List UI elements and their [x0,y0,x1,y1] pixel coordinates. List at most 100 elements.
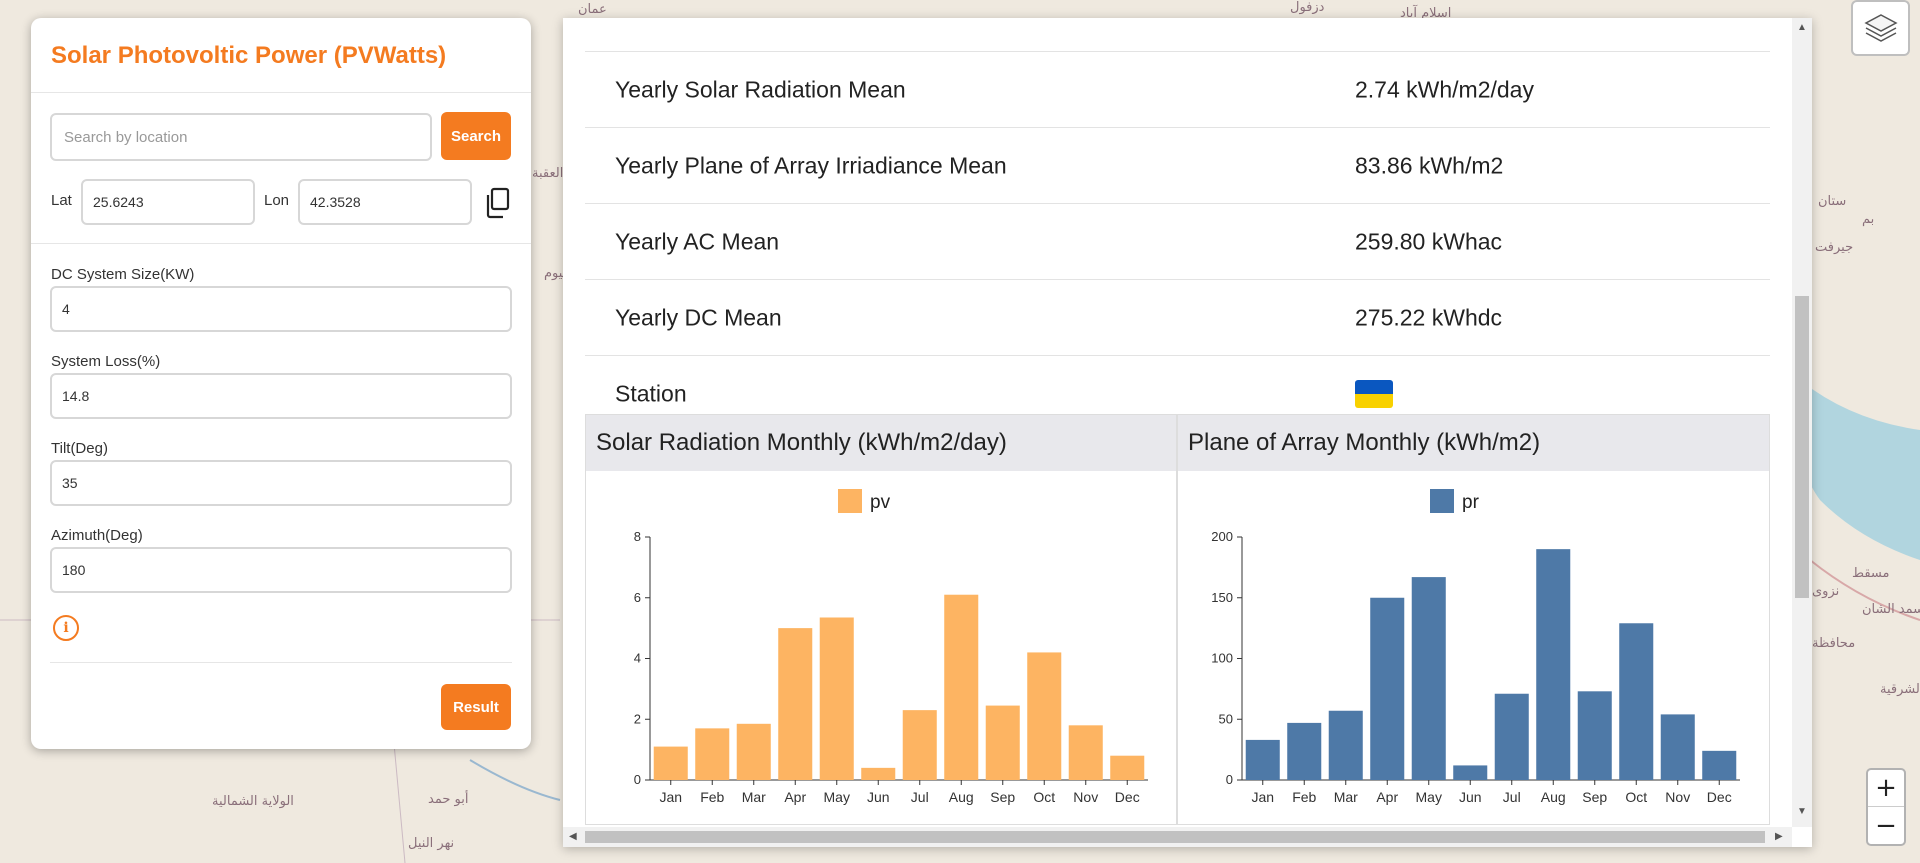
table-row [585,18,1770,52]
row-label: Yearly DC Mean [615,304,782,330]
search-button[interactable]: Search [441,112,511,160]
system-loss-label: System Loss(%) [51,353,161,370]
x-tick-label: Jan [659,789,682,805]
search-input[interactable] [50,113,432,161]
legend-label: pr [1462,492,1480,513]
scrollbar-thumb[interactable] [1795,296,1809,598]
y-tick-label: 4 [634,651,641,666]
table-row: Yearly AC Mean 259.80 kWhac [585,204,1770,280]
zoom-in-button[interactable]: + [1868,770,1904,807]
y-tick-label: 150 [1211,590,1233,605]
bar [1619,623,1654,780]
legend-swatch [838,489,862,513]
info-icon[interactable]: i [53,615,79,641]
bar [736,723,771,780]
x-tick-label: Nov [1665,789,1690,805]
x-tick-label: Aug [1541,789,1566,805]
x-tick-label: May [1416,789,1442,805]
map-place-label: الشرقية [1880,682,1920,697]
dc-size-label: DC System Size(KW) [51,266,195,283]
station-row: Station [585,356,1770,432]
x-tick-label: Oct [1625,789,1647,805]
x-tick-label: Oct [1033,789,1055,805]
bar [1577,691,1612,780]
chart-title: Solar Radiation Monthly (kWh/m2/day) [596,429,1007,456]
bar [1287,722,1322,780]
x-tick-label: Aug [949,789,974,805]
chart-title: Plane of Array Monthly (kWh/m2) [1188,429,1541,456]
row-value: 83.86 kWh/m2 [1355,152,1504,178]
bar [1660,714,1695,780]
bar [653,746,688,780]
result-button[interactable]: Result [441,684,511,730]
divider [50,662,512,663]
zoom-out-button[interactable]: − [1875,810,1897,841]
map-place-label: محافظة [1812,636,1856,651]
bar [1702,750,1737,780]
y-tick-label: 0 [634,772,641,787]
x-tick-label: Dec [1707,789,1732,805]
legend-swatch [1430,489,1454,513]
x-tick-label: Apr [1376,789,1398,805]
scroll-up-icon[interactable]: ▲ [1797,22,1807,33]
pvwatts-panel: Solar Photovoltic Power (PVWatts) Search… [31,18,531,749]
scroll-right-icon[interactable]: ▶ [1775,831,1783,842]
dc-size-input[interactable] [50,286,512,332]
horizontal-scrollbar[interactable]: ◀ ▶ [563,827,1792,847]
plane-of-array-bar-chart: pr 0 50 100 150 200 Jan Feb Mar Apr May Jun Jul Aug Se… [1211,489,1740,805]
bar [1110,755,1145,780]
x-tick-label: Jul [911,789,929,805]
y-tick-label: 0 [1226,772,1233,787]
bar [985,705,1020,780]
y-tick-label: 200 [1211,529,1233,544]
x-tick-label: Feb [1292,789,1316,805]
results-window: Yearly Solar Radiation Mean 2.74 kWh/m2/… [563,18,1812,847]
system-loss-input[interactable] [50,373,512,419]
station-flag-icon [1355,380,1393,408]
x-tick-label: Nov [1073,789,1098,805]
scroll-left-icon[interactable]: ◀ [569,831,577,842]
chart-header: Solar Radiation Monthly (kWh/m2/day) [586,415,1176,471]
x-tick-label: Jul [1503,789,1521,805]
bar [1370,597,1405,780]
map-place-label: نزوى [1812,584,1840,599]
map-place-label: ستان [1818,194,1847,209]
x-tick-label: Apr [784,789,806,805]
row-label: Yearly Plane of Array Irriadiance Mean [615,152,1007,178]
x-tick-label: Dec [1115,789,1140,805]
azimuth-label: Azimuth(Deg) [51,527,143,544]
map-place-label: اسلام ‌آباد [1400,6,1452,21]
zoom-control: + − [1866,768,1906,846]
y-tick-label: 6 [634,590,641,605]
scroll-down-icon[interactable]: ▼ [1797,806,1807,817]
scrollbar-thumb[interactable] [585,831,1765,843]
lon-label: Lon [264,192,290,209]
map-layers-button[interactable] [1851,0,1910,56]
x-tick-label: Sep [990,789,1015,805]
bar [1328,710,1363,780]
map-place-label: أبو حمد [428,792,469,807]
azimuth-input[interactable] [50,547,512,593]
legend-label: pv [870,492,891,513]
lat-input[interactable] [81,179,255,225]
bar [778,628,813,780]
y-tick-label: 100 [1211,651,1233,666]
bar [1027,652,1062,780]
bar [819,617,854,780]
solar-radiation-chart-card: Solar Radiation Monthly (kWh/m2/day) pv 0… [585,414,1177,825]
flag-stripe-bottom [1355,394,1393,408]
lon-input[interactable] [298,179,472,225]
bar [861,767,896,780]
row-label: Yearly Solar Radiation Mean [615,76,906,102]
y-tick-label: 8 [634,529,641,544]
x-tick-label: Feb [700,789,724,805]
table-row: Yearly Plane of Array Irriadiance Mean 8… [585,128,1770,204]
y-tick-label: 50 [1219,711,1233,726]
map-place-label: جيرفت [1815,240,1854,255]
map-place-label: عمان [578,2,607,17]
x-tick-label: Mar [742,789,766,805]
copy-icon[interactable] [484,187,512,219]
tilt-input[interactable] [50,460,512,506]
vertical-scrollbar[interactable]: ▲ ▼ [1792,18,1812,827]
bar [1453,765,1488,780]
